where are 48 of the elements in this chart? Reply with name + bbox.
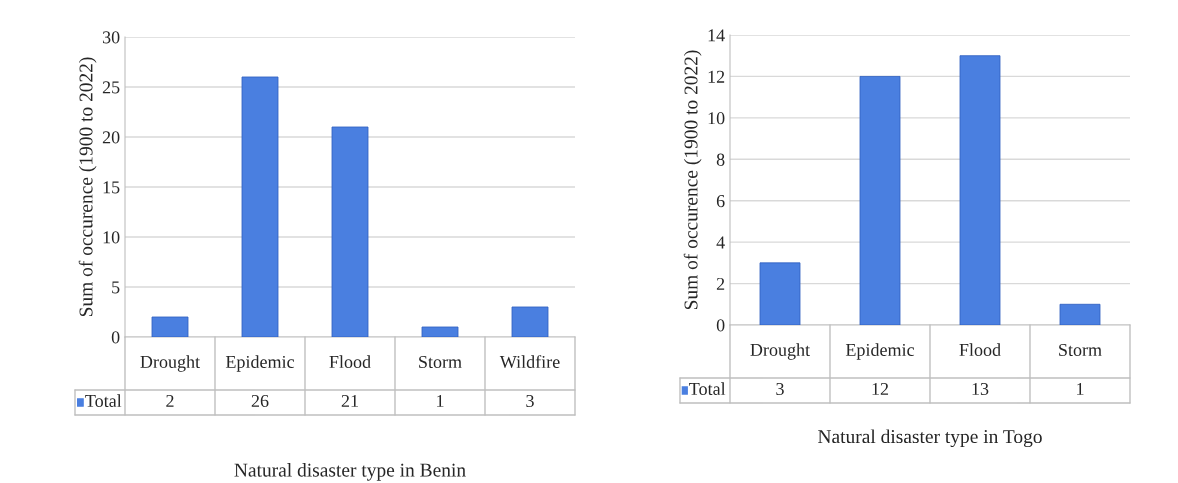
y-tick-label: 2: [716, 277, 725, 290]
x-axis-title: Natural disaster type in Togo: [818, 429, 1042, 448]
data-label: 12: [872, 382, 889, 395]
x-tick-label: Epidemic: [225, 355, 295, 372]
legend-label: Total: [85, 394, 122, 408]
data-label: 21: [341, 394, 358, 407]
bar: [151, 316, 189, 337]
x-tick-label: Flood: [329, 355, 371, 369]
y-tick-label: 10: [103, 231, 120, 244]
data-label: 3: [526, 394, 534, 408]
y-tick-label: 0: [716, 319, 725, 332]
bar: [759, 262, 801, 325]
bar: [959, 55, 1001, 325]
x-tick-label: Flood: [959, 343, 1001, 357]
data-label: 3: [776, 382, 784, 396]
x-tick-label: Drought: [750, 343, 810, 360]
bar: [511, 306, 549, 337]
data-label: 1: [437, 394, 444, 407]
y-tick-label: 8: [716, 153, 725, 166]
data-label: 2: [166, 394, 174, 407]
x-tick-label: Storm: [1059, 343, 1102, 357]
bar: [241, 76, 279, 337]
x-axis-title: Natural disaster type in Benin: [234, 463, 466, 481]
y-axis-title: Sum of occurence (1900 to 2022): [78, 57, 97, 317]
y-tick-label: 6: [716, 195, 725, 208]
y-tick-label: 25: [102, 81, 120, 94]
bar: [859, 76, 901, 325]
y-tick-label: 5: [112, 281, 120, 294]
x-tick-label: Wildfire: [499, 355, 560, 369]
y-tick-label: 15: [103, 181, 120, 194]
y-axis-title: Sum of occurence (1900 to 2022): [683, 50, 702, 310]
x-tick-label: Epidemic: [845, 343, 915, 360]
y-tick-label: 14: [708, 29, 725, 42]
y-tick-label: 0: [111, 331, 120, 344]
bar: [421, 326, 459, 337]
data-label: 26: [251, 394, 269, 408]
data-label: 1: [1077, 382, 1084, 395]
y-tick-label: 12: [708, 70, 725, 83]
y-tick-label: 4: [716, 236, 725, 249]
x-tick-label: Drought: [140, 355, 200, 372]
y-tick-label: 20: [102, 131, 120, 144]
legend-label: Total: [689, 382, 726, 396]
bar: [331, 126, 369, 337]
bar: [1059, 303, 1101, 325]
y-tick-label: 10: [708, 112, 725, 125]
x-tick-label: Storm: [419, 355, 462, 369]
data-label: 13: [972, 382, 989, 396]
y-tick-label: 30: [102, 31, 120, 44]
